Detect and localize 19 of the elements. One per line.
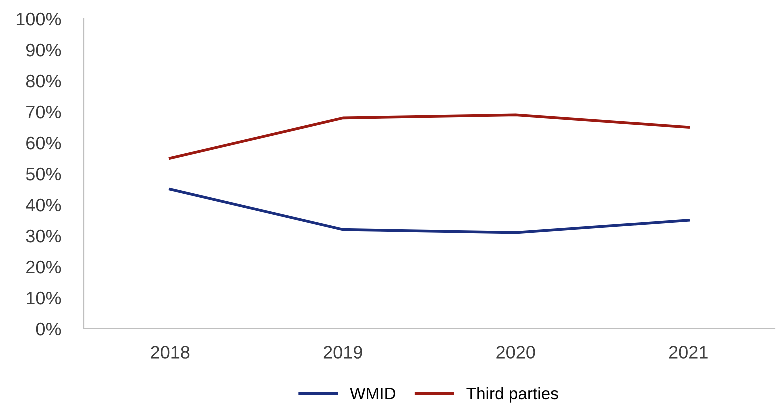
- y-tick-label: 40%: [26, 198, 62, 212]
- legend-label: Third parties: [466, 387, 558, 403]
- y-tick-label: 30%: [26, 230, 62, 243]
- x-tick-label: 2021: [669, 346, 708, 359]
- legend-label: WMID: [350, 388, 396, 400]
- x-tick-label: 2019: [324, 346, 362, 359]
- y-tick-label: 70%: [26, 106, 62, 119]
- y-tick-label: 10%: [27, 292, 62, 305]
- y-tick-label: 90%: [26, 44, 62, 57]
- line-series: [168, 188, 690, 234]
- line-series: [168, 114, 690, 160]
- y-tick-label: 100%: [16, 12, 62, 26]
- y-tick-label: 20%: [26, 260, 62, 274]
- x-tick-label: 2018: [151, 346, 190, 359]
- y-tick-label: 50%: [26, 168, 62, 181]
- y-tick-label: 60%: [26, 136, 62, 150]
- y-tick-label: 80%: [26, 74, 62, 88]
- x-tick-label: 2020: [496, 346, 536, 359]
- y-tick-label: 0%: [36, 322, 62, 336]
